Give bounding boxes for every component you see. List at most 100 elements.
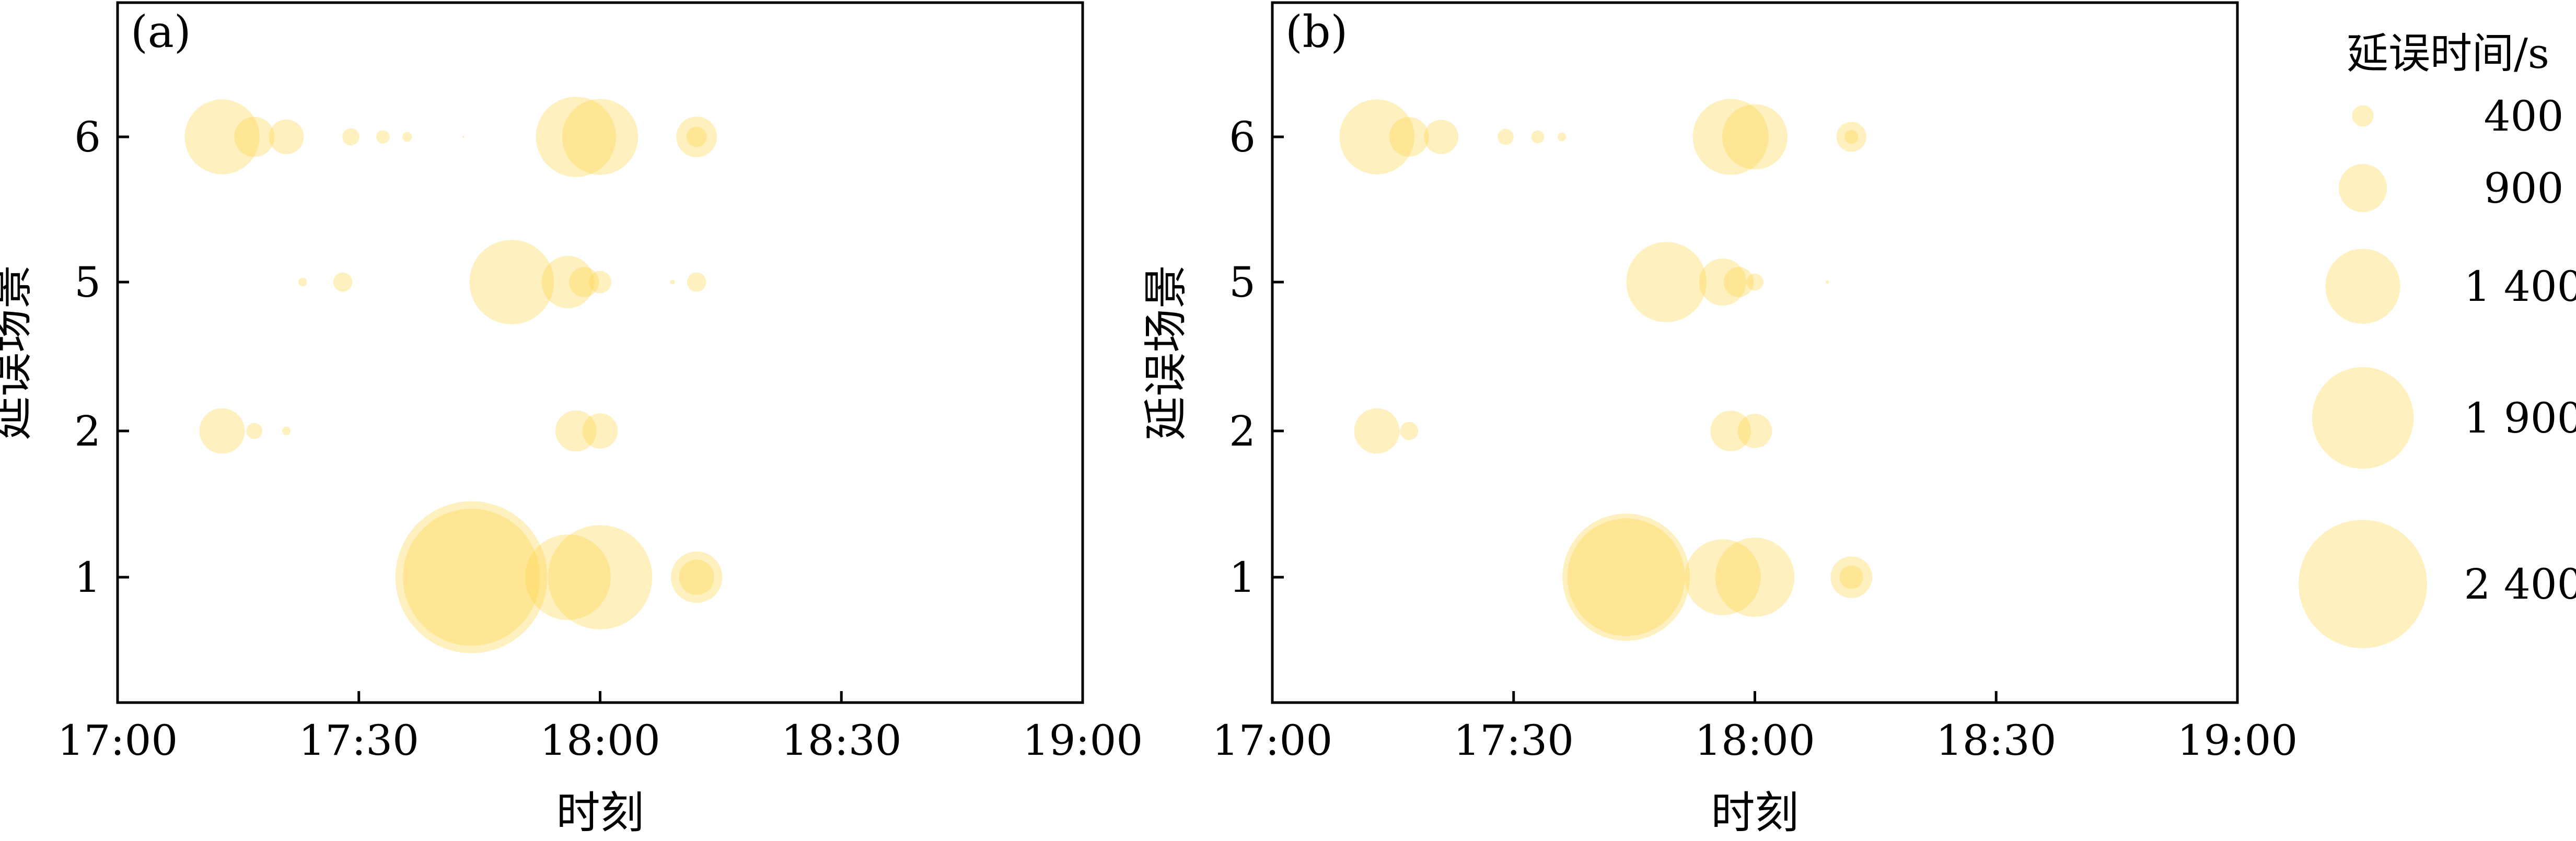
bubble-point	[1626, 242, 1707, 322]
bubble-point	[1424, 120, 1458, 154]
bubble-point	[1562, 513, 1690, 641]
bubble-layer-b	[1339, 99, 1873, 641]
bubble-point	[462, 136, 465, 138]
panel-label-b: (b)	[1285, 6, 1348, 57]
bubble-point	[525, 534, 611, 620]
bubble-point	[269, 119, 304, 155]
bubble-point	[403, 508, 540, 646]
bubble-point	[1836, 122, 1866, 152]
x-axis-label-a: 时刻	[556, 787, 644, 838]
bubble-point	[676, 116, 717, 157]
bubble-point	[246, 423, 263, 439]
legend-label: 900	[2484, 164, 2564, 213]
panel-a: 17:00 17:30 18:00 18:30 19:00 1 2 5 6 (a) 时刻 延误场…	[0, 1, 1143, 838]
bubble-point	[670, 279, 675, 285]
bubble-point	[679, 559, 714, 595]
bubble-point	[1746, 273, 1763, 291]
bubble-point	[395, 501, 548, 653]
panel-label-a: (a)	[131, 6, 191, 57]
bubble-point	[469, 240, 554, 324]
bubble-point	[541, 255, 595, 309]
x-axis-label-b: 时刻	[1711, 787, 1798, 838]
bubble-point	[582, 413, 618, 449]
bubble-point	[1737, 414, 1772, 448]
panel-b: 17:00 17:30 18:00 18:30 19:00 1 2 5 6 (b) 时刻 延误场…	[1140, 1, 2298, 838]
y-tick-label: 5	[74, 258, 101, 307]
bubble-point	[199, 408, 245, 454]
y-tick-label: 2	[1229, 407, 1256, 455]
bubble-point	[1400, 422, 1419, 440]
bubble-point	[589, 271, 611, 294]
bubble-point	[1839, 565, 1863, 589]
bubble-point	[686, 126, 707, 147]
bubble-point	[536, 97, 617, 177]
bubble-point	[671, 551, 723, 603]
bubble-point	[1825, 280, 1829, 284]
y-axis-label-b: 延误场景	[1140, 265, 1191, 440]
x-tick-label: 18:30	[1936, 716, 2057, 765]
y-tick-label: 1	[1229, 553, 1256, 602]
bubble-point	[548, 525, 653, 629]
bubble-layer-a	[184, 97, 723, 653]
bubble-point	[1844, 130, 1859, 144]
y-tick-label: 5	[1229, 258, 1256, 307]
bubble-point	[1830, 556, 1873, 598]
x-tick-label: 17:30	[1453, 716, 1574, 765]
size-legend: 延误时间/s 400 900 1 400 1 900 2 400	[2299, 29, 2576, 648]
legend-label: 1 900	[2464, 394, 2576, 442]
y-tick-label: 6	[74, 113, 101, 161]
bubble-point	[1389, 117, 1429, 157]
x-tick-label: 17:00	[57, 716, 178, 765]
y-tick-label: 2	[74, 407, 101, 455]
y-axis-label-a: 延误场景	[0, 265, 37, 440]
bubble-point	[1567, 518, 1685, 636]
bubble-point	[333, 272, 353, 292]
x-tick-label: 17:30	[298, 716, 419, 765]
x-tick-label: 19:00	[2177, 716, 2298, 765]
bubble-point	[1692, 99, 1769, 175]
bubble-point	[1557, 132, 1567, 142]
bubble-point	[282, 426, 291, 436]
bubble-point	[1724, 267, 1754, 297]
legend-items: 400 900 1 400 1 900 2 400	[2299, 92, 2576, 648]
bubble-point	[1339, 99, 1414, 174]
ticks-a: 17:00 17:30 18:00 18:30 19:00 1 2 5 6	[57, 113, 1143, 765]
bubble-point	[1722, 104, 1788, 170]
bubble-point	[402, 132, 412, 142]
bubble-point	[1531, 130, 1545, 144]
bubble-point	[1710, 411, 1751, 451]
bubble-point	[342, 128, 359, 146]
legend-label: 2 400	[2464, 560, 2576, 609]
bubble-point	[555, 410, 597, 452]
legend-label: 1 400	[2464, 262, 2576, 311]
bubble-point	[1699, 258, 1746, 306]
bubble-point	[376, 130, 390, 144]
x-tick-label: 18:00	[1695, 716, 1815, 765]
legend-title: 延误时间/s	[2347, 29, 2549, 78]
bubble-point	[1498, 129, 1514, 145]
bubble-point	[298, 277, 307, 287]
legend-bubble	[2299, 520, 2427, 648]
bubble-point	[1685, 539, 1761, 615]
legend-label: 400	[2484, 92, 2564, 141]
bubble-point	[184, 99, 260, 174]
x-tick-label: 17:00	[1212, 716, 1333, 765]
x-tick-label: 19:00	[1023, 716, 1143, 765]
legend-bubble	[2312, 367, 2414, 469]
y-tick-label: 1	[74, 553, 101, 602]
x-tick-label: 18:00	[540, 716, 660, 765]
bubble-point	[687, 272, 706, 292]
legend-bubble	[2352, 105, 2374, 127]
bubble-point	[1715, 538, 1795, 617]
legend-bubble	[2325, 249, 2400, 324]
x-tick-label: 18:30	[781, 716, 902, 765]
ticks-b: 17:00 17:30 18:00 18:30 19:00 1 2 5 6	[1212, 113, 2298, 765]
bubble-point	[569, 267, 599, 297]
bubble-point	[562, 99, 639, 175]
bubble-point	[234, 116, 275, 157]
y-tick-label: 6	[1229, 113, 1256, 161]
legend-bubble	[2338, 163, 2387, 213]
